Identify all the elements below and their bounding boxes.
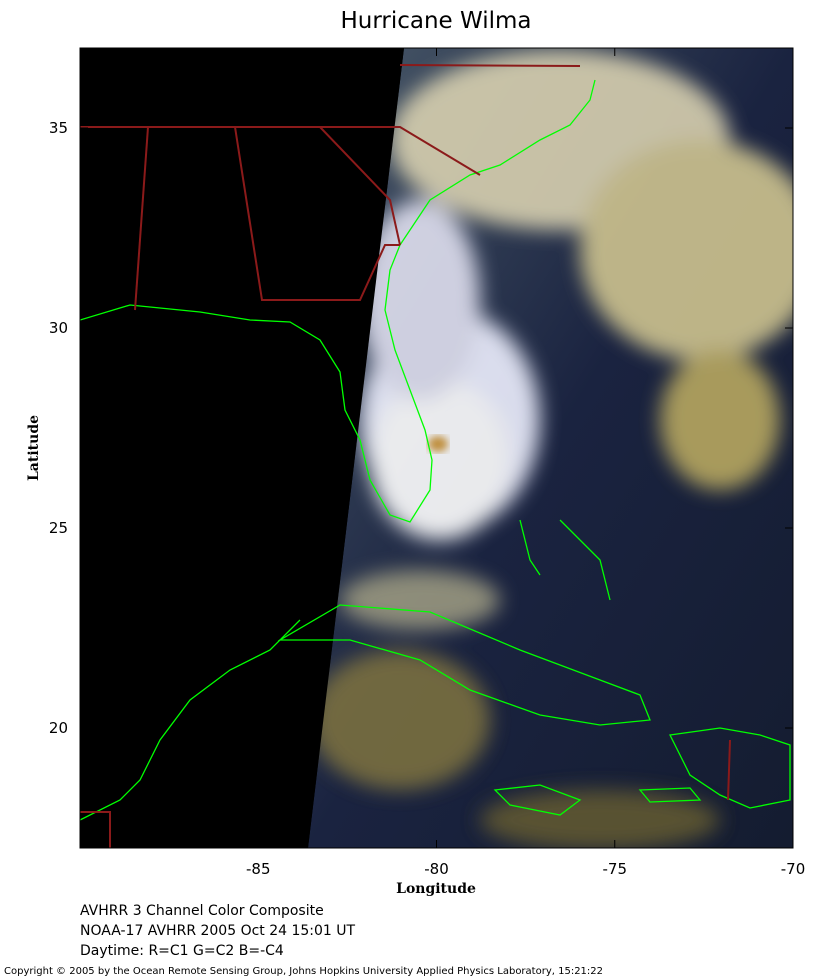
satellite-image <box>80 48 793 848</box>
map-title: Hurricane Wilma <box>340 8 531 34</box>
copyright: Copyright © 2005 by the Ocean Remote Sen… <box>4 966 603 977</box>
axes: -85 -80 -75 -70 20 25 30 35 <box>49 48 805 878</box>
y-tick-label: 20 <box>49 719 68 737</box>
x-axis-label: Longitude <box>396 881 476 897</box>
caption-line: AVHRR 3 Channel Color Composite <box>80 903 324 919</box>
caption-line: Daytime: R=C1 G=C2 B=-C4 <box>80 943 284 959</box>
x-tick-label: -70 <box>781 860 806 878</box>
y-tick-label: 30 <box>49 319 68 337</box>
x-tick-label: -75 <box>603 860 628 878</box>
y-tick-label: 35 <box>49 119 68 137</box>
y-tick-label: 25 <box>49 519 68 537</box>
x-tick-label: -85 <box>246 860 271 878</box>
caption-line: NOAA-17 AVHRR 2005 Oct 24 15:01 UT <box>80 923 356 939</box>
y-axis-label: Latitude <box>26 415 42 481</box>
x-tick-label: -80 <box>424 860 449 878</box>
